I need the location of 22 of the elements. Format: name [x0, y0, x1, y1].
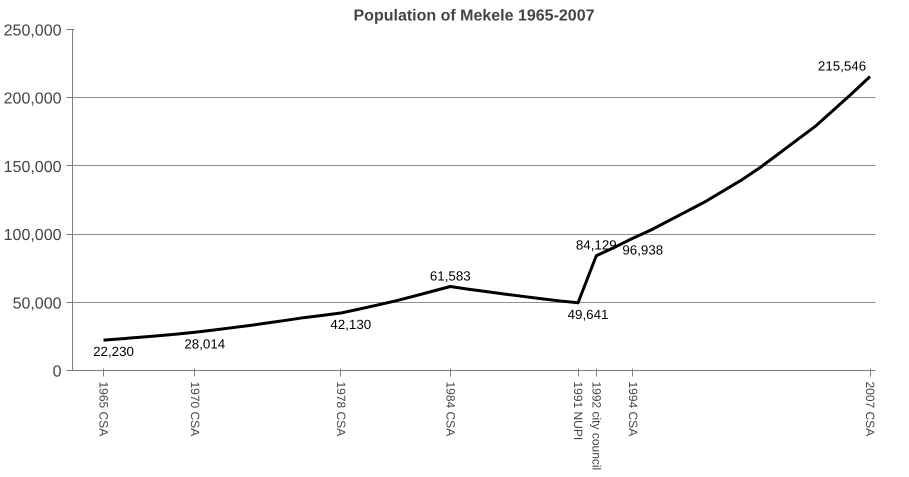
- x-tick-label: 1984 CSA: [443, 382, 458, 436]
- data-label: 61,583: [430, 268, 471, 284]
- y-tick-label: 150,000: [4, 158, 62, 176]
- x-tick-label: 1965 CSA: [96, 382, 111, 436]
- data-label: 96,938: [622, 242, 664, 258]
- y-tick-label: 200,000: [4, 90, 62, 108]
- data-label: 22,230: [93, 344, 134, 360]
- x-tick-label: 2007 CSA: [863, 382, 878, 436]
- y-tick-label: 250,000: [4, 22, 62, 40]
- data-label: 215,546: [818, 58, 866, 74]
- y-tick-label: 0: [52, 364, 62, 380]
- data-label: 42,130: [330, 317, 372, 332]
- y-tick-label: 100,000: [4, 227, 62, 244]
- data-label: 28,014: [184, 336, 226, 352]
- y-tick-label: 50,000: [12, 295, 62, 312]
- x-tick-label: 1978 CSA: [334, 382, 348, 436]
- x-tick-label: 1992 city council: [589, 382, 604, 470]
- x-tick-label: 1970 CSA: [188, 382, 202, 436]
- data-label: 49,641: [568, 306, 608, 322]
- chart-title: Population of Mekele 1965-2007: [354, 8, 595, 24]
- x-tick-label: 1991 NUPI: [571, 382, 586, 440]
- x-tick-label: 1994 CSA: [626, 382, 640, 436]
